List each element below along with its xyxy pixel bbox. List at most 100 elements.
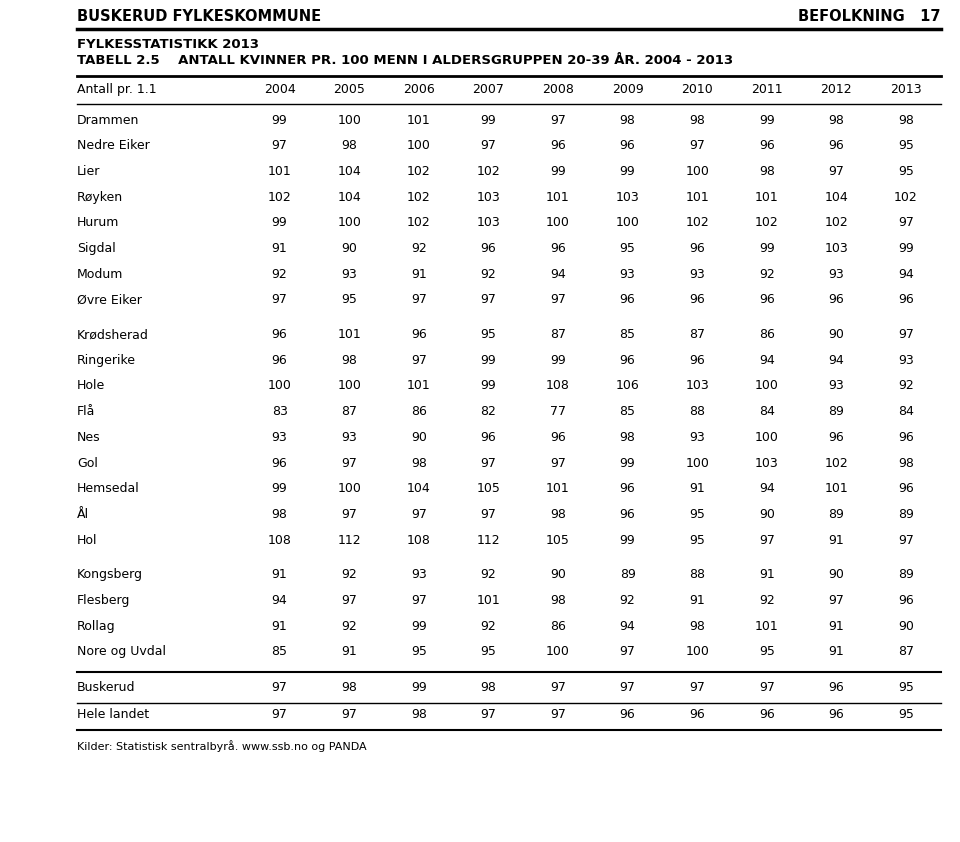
Text: 99: 99: [272, 482, 287, 495]
Text: 100: 100: [407, 139, 431, 152]
Text: 98: 98: [411, 456, 427, 470]
Text: 100: 100: [546, 645, 570, 658]
Text: 94: 94: [620, 620, 636, 632]
Text: 96: 96: [620, 293, 636, 306]
Text: 94: 94: [759, 482, 775, 495]
Text: 97: 97: [550, 114, 566, 126]
Text: 97: 97: [898, 534, 914, 546]
Text: 101: 101: [407, 380, 431, 392]
Text: 86: 86: [550, 620, 566, 632]
Text: 90: 90: [341, 242, 357, 255]
Text: 89: 89: [828, 508, 845, 521]
Text: 2004: 2004: [264, 83, 296, 95]
Text: 95: 95: [341, 293, 357, 306]
Text: 96: 96: [689, 708, 705, 722]
Text: 99: 99: [481, 354, 496, 367]
Text: 101: 101: [268, 165, 292, 178]
Text: 91: 91: [828, 620, 844, 632]
Text: 93: 93: [272, 431, 287, 444]
Text: 97: 97: [411, 594, 427, 607]
Text: 101: 101: [546, 190, 570, 204]
Text: 99: 99: [899, 242, 914, 255]
Text: 98: 98: [898, 114, 914, 126]
Text: 104: 104: [337, 190, 361, 204]
Text: 93: 93: [342, 431, 357, 444]
Text: 100: 100: [685, 645, 709, 658]
Text: 98: 98: [619, 431, 636, 444]
Text: 98: 98: [480, 681, 496, 695]
Text: 95: 95: [619, 242, 636, 255]
Text: 2005: 2005: [333, 83, 365, 95]
Text: 102: 102: [685, 216, 709, 229]
Text: 103: 103: [476, 216, 500, 229]
Text: 96: 96: [828, 681, 844, 695]
Text: Røyken: Røyken: [77, 190, 123, 204]
Text: 100: 100: [546, 216, 570, 229]
Text: 2012: 2012: [821, 83, 852, 95]
Text: 96: 96: [411, 328, 426, 341]
Text: 105: 105: [546, 534, 570, 546]
Text: 95: 95: [689, 508, 706, 521]
Text: 101: 101: [755, 190, 779, 204]
Text: 92: 92: [620, 594, 636, 607]
Text: 97: 97: [619, 645, 636, 658]
Text: 96: 96: [899, 482, 914, 495]
Text: 84: 84: [898, 405, 914, 418]
Text: 103: 103: [615, 190, 639, 204]
Text: 2008: 2008: [542, 83, 574, 95]
Text: Drammen: Drammen: [77, 114, 139, 126]
Text: Buskerud: Buskerud: [77, 681, 135, 695]
Text: 90: 90: [828, 568, 845, 581]
Text: 92: 92: [272, 268, 287, 280]
Text: 97: 97: [480, 139, 496, 152]
Text: 89: 89: [898, 508, 914, 521]
Text: 99: 99: [550, 165, 565, 178]
Text: 91: 91: [828, 645, 844, 658]
Text: 77: 77: [550, 405, 566, 418]
Text: 99: 99: [481, 380, 496, 392]
Text: 89: 89: [828, 405, 845, 418]
Text: 96: 96: [689, 242, 705, 255]
Text: 94: 94: [759, 354, 775, 367]
Text: 91: 91: [828, 534, 844, 546]
Text: 99: 99: [620, 534, 636, 546]
Text: 2007: 2007: [472, 83, 504, 95]
Text: Gol: Gol: [77, 456, 98, 470]
Text: 102: 102: [407, 216, 431, 229]
Text: 91: 91: [342, 645, 357, 658]
Text: 92: 92: [481, 268, 496, 280]
Text: 104: 104: [337, 165, 361, 178]
Text: Rollag: Rollag: [77, 620, 115, 632]
Text: 96: 96: [828, 139, 844, 152]
Text: 84: 84: [758, 405, 775, 418]
Text: 2009: 2009: [612, 83, 643, 95]
Text: Hele landet: Hele landet: [77, 708, 149, 722]
Text: 96: 96: [899, 431, 914, 444]
Text: 100: 100: [685, 456, 709, 470]
Text: 98: 98: [828, 114, 845, 126]
Text: 97: 97: [480, 708, 496, 722]
Text: Ringerike: Ringerike: [77, 354, 135, 367]
Text: BUSKERUD FYLKESKOMMUNE: BUSKERUD FYLKESKOMMUNE: [77, 8, 321, 24]
Text: 92: 92: [481, 568, 496, 581]
Text: 99: 99: [550, 354, 565, 367]
Text: 98: 98: [619, 114, 636, 126]
Text: 93: 93: [828, 380, 844, 392]
Text: 2006: 2006: [403, 83, 435, 95]
Text: Øvre Eiker: Øvre Eiker: [77, 293, 142, 306]
Text: 102: 102: [476, 165, 500, 178]
Text: 100: 100: [615, 216, 639, 229]
Text: 96: 96: [550, 139, 565, 152]
Text: 98: 98: [272, 508, 288, 521]
Text: 96: 96: [689, 293, 705, 306]
Text: 96: 96: [828, 431, 844, 444]
Text: 100: 100: [337, 114, 361, 126]
Text: 97: 97: [272, 708, 288, 722]
Text: 95: 95: [411, 645, 427, 658]
Text: Flesberg: Flesberg: [77, 594, 131, 607]
Text: 96: 96: [620, 139, 636, 152]
Text: 102: 102: [825, 456, 849, 470]
Text: 97: 97: [480, 293, 496, 306]
Text: 102: 102: [268, 190, 292, 204]
Text: 95: 95: [898, 708, 914, 722]
